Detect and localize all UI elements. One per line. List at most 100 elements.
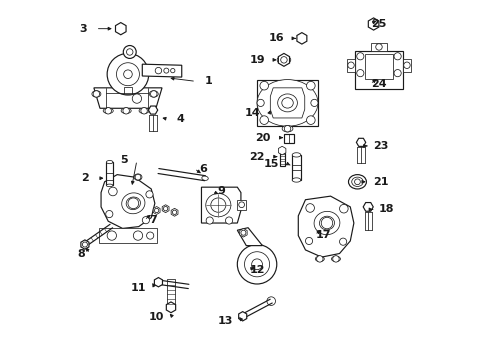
Polygon shape: [278, 146, 285, 155]
Polygon shape: [162, 205, 169, 213]
Polygon shape: [367, 18, 378, 30]
Text: 22: 22: [248, 152, 264, 162]
Ellipse shape: [277, 94, 297, 112]
Circle shape: [163, 207, 167, 211]
Circle shape: [105, 108, 111, 114]
Circle shape: [240, 314, 244, 319]
Polygon shape: [237, 228, 262, 246]
Circle shape: [305, 237, 312, 244]
Ellipse shape: [277, 55, 290, 64]
Ellipse shape: [351, 177, 363, 186]
Circle shape: [126, 49, 133, 55]
Text: 15: 15: [263, 159, 278, 169]
Polygon shape: [99, 228, 156, 243]
Circle shape: [354, 179, 360, 185]
Circle shape: [280, 57, 286, 63]
Circle shape: [251, 259, 262, 270]
Circle shape: [257, 99, 264, 107]
Ellipse shape: [202, 176, 208, 180]
Text: 17: 17: [315, 230, 330, 239]
Polygon shape: [270, 88, 304, 118]
Ellipse shape: [106, 184, 113, 187]
Circle shape: [238, 202, 244, 208]
Polygon shape: [148, 106, 158, 114]
Bar: [370, 43, 386, 51]
Circle shape: [105, 211, 113, 218]
Bar: [354, 51, 403, 89]
Polygon shape: [363, 203, 372, 211]
Bar: [292, 155, 300, 180]
Circle shape: [310, 99, 317, 107]
Ellipse shape: [210, 198, 225, 212]
Circle shape: [375, 44, 382, 50]
Circle shape: [123, 70, 132, 78]
Ellipse shape: [139, 108, 149, 113]
Circle shape: [316, 256, 323, 262]
Text: 1: 1: [204, 76, 212, 86]
Circle shape: [128, 198, 139, 209]
Ellipse shape: [106, 161, 113, 164]
Text: 16: 16: [268, 33, 284, 43]
Circle shape: [266, 297, 275, 305]
Circle shape: [107, 231, 116, 240]
Polygon shape: [94, 88, 162, 108]
Text: 25: 25: [370, 19, 386, 29]
Ellipse shape: [313, 211, 339, 235]
Text: 3: 3: [79, 24, 86, 34]
Polygon shape: [278, 53, 289, 66]
Text: 12: 12: [249, 265, 264, 275]
Polygon shape: [166, 302, 175, 313]
Ellipse shape: [292, 153, 300, 157]
Circle shape: [172, 210, 176, 215]
Ellipse shape: [205, 193, 230, 217]
Circle shape: [356, 53, 363, 60]
Circle shape: [82, 242, 87, 247]
Text: 2: 2: [81, 173, 88, 183]
Text: 23: 23: [372, 141, 387, 151]
Circle shape: [369, 21, 376, 27]
Circle shape: [141, 108, 147, 114]
Circle shape: [356, 69, 363, 77]
Circle shape: [393, 53, 400, 60]
Polygon shape: [356, 138, 365, 147]
Polygon shape: [238, 312, 246, 321]
Circle shape: [107, 53, 148, 95]
Circle shape: [260, 81, 268, 90]
Ellipse shape: [348, 175, 366, 189]
Circle shape: [339, 204, 347, 213]
Text: 24: 24: [370, 79, 386, 89]
Text: 21: 21: [372, 177, 387, 187]
Bar: [346, 59, 354, 72]
Circle shape: [123, 45, 136, 58]
Ellipse shape: [149, 91, 158, 97]
Text: 7: 7: [149, 215, 157, 225]
Circle shape: [393, 69, 400, 77]
Bar: [237, 200, 246, 210]
Circle shape: [244, 252, 269, 277]
Polygon shape: [154, 278, 162, 287]
Polygon shape: [239, 228, 246, 237]
Circle shape: [403, 62, 409, 68]
Text: 19: 19: [249, 55, 265, 65]
Text: 10: 10: [148, 312, 163, 322]
Ellipse shape: [121, 108, 131, 113]
Polygon shape: [115, 23, 126, 35]
Circle shape: [305, 204, 314, 212]
Bar: [106, 162, 113, 185]
Text: 13: 13: [217, 316, 233, 325]
Bar: [365, 54, 392, 79]
Circle shape: [237, 244, 276, 284]
Ellipse shape: [257, 80, 317, 126]
Text: 9: 9: [217, 186, 224, 197]
Circle shape: [241, 230, 245, 235]
Text: 11: 11: [130, 283, 145, 293]
Circle shape: [146, 232, 153, 239]
Bar: [284, 134, 294, 143]
Bar: [279, 153, 284, 166]
Circle shape: [150, 91, 157, 97]
Polygon shape: [142, 64, 182, 77]
Ellipse shape: [282, 126, 292, 132]
Circle shape: [142, 217, 149, 224]
Circle shape: [332, 256, 339, 262]
Circle shape: [260, 116, 268, 125]
